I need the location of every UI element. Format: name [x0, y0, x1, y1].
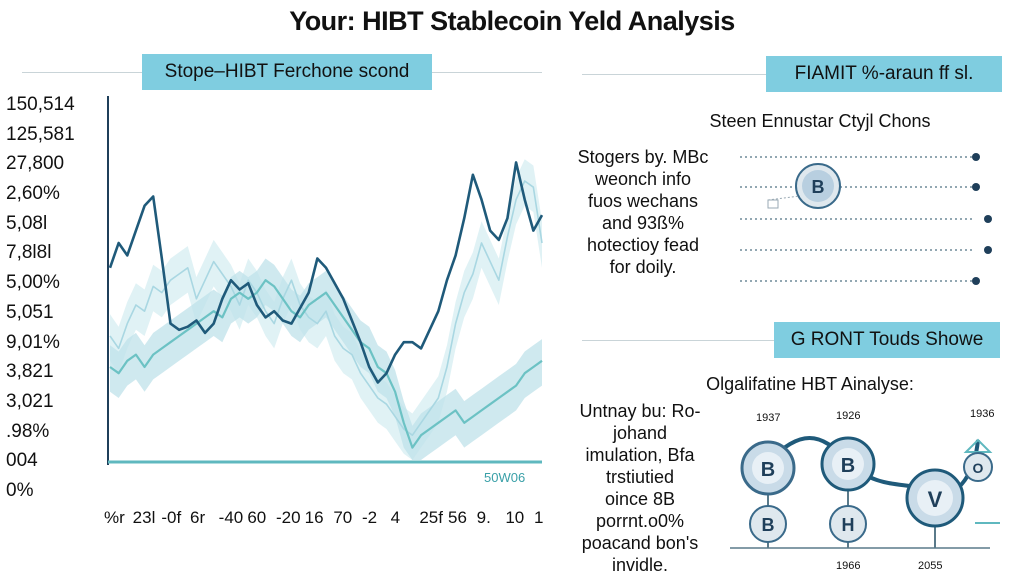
coin-label: V	[928, 487, 943, 512]
y-tick-label: 9,01%	[6, 331, 60, 353]
row-dot	[984, 246, 992, 254]
header-rule	[582, 340, 774, 341]
header-rule	[582, 74, 766, 75]
coin-label: B	[841, 455, 855, 477]
x-tick-label: 1	[534, 508, 544, 527]
x-tick-label: -40	[218, 508, 244, 527]
coin-label: O	[973, 460, 984, 476]
y-tick-label: 27,800	[6, 153, 65, 175]
y-tick-label: 0%	[6, 480, 34, 501]
coin-icon	[963, 452, 993, 482]
text-line: imulation, Bfa	[585, 445, 695, 465]
coin-label: B	[762, 515, 775, 535]
year-label: 2055	[918, 560, 943, 572]
small-doc-icon	[767, 199, 779, 209]
text-line: invidle.	[611, 555, 669, 575]
y-tick-label: 5,00%	[6, 272, 60, 294]
coin-label: B	[761, 459, 775, 481]
text-line: Untnay bu: Ro-	[579, 401, 701, 421]
x-tick-label: 56	[448, 508, 467, 527]
x-tick-label: -2	[362, 508, 378, 527]
year-label: 1936	[970, 408, 995, 420]
right-bottom-header: G RONT Touds Showe	[774, 322, 1000, 358]
text-line: johand	[612, 423, 668, 443]
text-line: trstiutied	[605, 467, 675, 487]
x-tick-label: 10	[505, 508, 525, 527]
x-tick-label: -0f	[161, 508, 182, 527]
x-tick-label: %r	[104, 508, 125, 527]
y-tick-label: 7,8l8l	[6, 242, 52, 264]
header-rule-left	[22, 72, 142, 73]
x-tick-label: 70	[333, 508, 353, 527]
right-top-header: FIAMIT %-araun ff sl.	[766, 56, 1002, 92]
y-tick-label: 3,821	[6, 361, 54, 383]
x-tick-label: 23l	[132, 508, 156, 527]
series-line	[109, 180, 543, 437]
coin-label: B	[812, 177, 825, 197]
text-line: porrnt.o0%	[595, 511, 685, 531]
year-label: 1926	[836, 410, 861, 422]
text-line: and 93ß%	[601, 213, 685, 233]
row-dot	[984, 215, 992, 223]
dotted-rows: B	[740, 153, 992, 285]
coin-label: H	[842, 515, 855, 535]
row-dot	[972, 277, 980, 285]
series-line	[109, 279, 543, 449]
year-label: 1966	[836, 560, 861, 572]
y-tick-label: 150,514	[6, 94, 75, 115]
text-line: fuos wechans	[587, 191, 699, 211]
y-tick-label: 125,581	[6, 123, 75, 145]
chart-header: Stope–HIBT Ferchone scond	[142, 54, 432, 90]
connector	[767, 195, 801, 201]
text-line: oince 8B	[604, 489, 676, 509]
baseline-label: 50W06	[484, 470, 526, 485]
year-label: 1937	[756, 412, 781, 424]
page-title: Your: HIBT Stablecoin Yeld Analysis	[289, 6, 735, 36]
x-tick-label: 4	[390, 508, 401, 527]
y-tick-label: 3,021	[6, 390, 54, 412]
flow-path	[766, 436, 980, 496]
header-rule-right	[432, 72, 542, 73]
text-line: hotectioy fead	[586, 235, 700, 255]
x-tick-label: 6r	[190, 508, 206, 527]
y-tick-label: 004	[6, 450, 38, 472]
text-line: for doily.	[609, 257, 677, 277]
y-tick-label: 5,051	[6, 301, 54, 323]
right-bottom-subtitle: Olgalifatine HBT Ainalyse:	[706, 374, 914, 394]
coin-icon	[829, 505, 867, 543]
coin-icon-inner	[917, 480, 953, 516]
row-dot	[972, 153, 980, 161]
y-tick-label: 5,08l	[6, 212, 48, 234]
right-top-text: Stogers by. MBc weonch info fuos wechans…	[568, 146, 718, 278]
coin-icon-inner	[832, 448, 864, 480]
x-tick-label: 60	[247, 508, 267, 527]
text-line: weonch info	[594, 169, 692, 189]
series-line	[108, 161, 544, 384]
x-tick-label: -20	[276, 508, 301, 527]
coin-icon	[749, 505, 787, 543]
text-line: poacand bon's	[581, 533, 699, 553]
row-dot	[972, 183, 980, 191]
right-top-subtitle: Steen Ennustar Ctyjl Chons	[709, 111, 931, 131]
coin-diagram: B B B H V O	[730, 436, 1000, 549]
x-tick-label: 16	[304, 508, 324, 527]
y-tick-label: 2,60%	[6, 183, 60, 205]
x-tick-label: 25f	[419, 508, 443, 527]
line-chart	[107, 96, 544, 465]
y-tick-label: .98%	[6, 420, 50, 442]
text-line: Stogers by. MBc	[577, 147, 709, 167]
coin-icon-inner	[802, 170, 834, 202]
coin-icon-inner	[752, 452, 784, 484]
x-tick-label: 9.	[476, 508, 491, 527]
right-bottom-text: Untnay bu: Ro- johand imulation, Bfa trs…	[570, 400, 710, 576]
